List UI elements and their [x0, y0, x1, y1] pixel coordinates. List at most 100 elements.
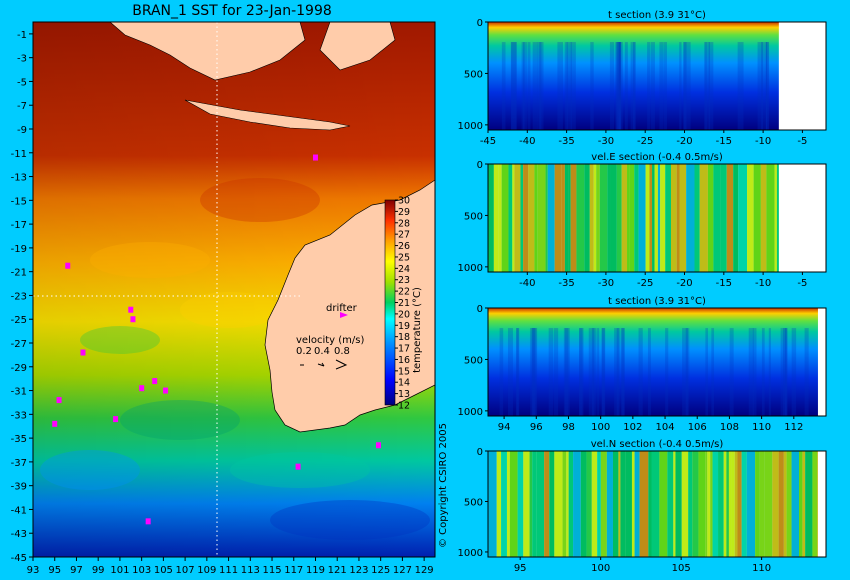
- section-velocity-band: [523, 164, 529, 272]
- section-velocity-band: [705, 451, 708, 557]
- sst-map: [33, 22, 435, 557]
- section-x-tick-label: 112: [784, 422, 803, 433]
- section-streak: [616, 328, 619, 416]
- map-y-tick-label: -41: [11, 505, 27, 516]
- section-streak: [783, 328, 788, 416]
- map-x-tick-label: 111: [219, 565, 238, 576]
- section-velocity-band: [675, 451, 682, 557]
- section-y-tick-label: 500: [464, 69, 483, 80]
- section-streak: [601, 328, 605, 416]
- colorbar-tick-label: 20: [398, 309, 410, 320]
- section-velocity-band: [741, 451, 747, 557]
- section-velocity-band: [731, 451, 735, 557]
- section-field: [488, 22, 779, 130]
- section-velocity-band: [783, 451, 787, 557]
- section-x-tick-label: -40: [519, 278, 535, 289]
- section-streak: [638, 328, 643, 416]
- section-streak: [499, 328, 504, 416]
- velocity-scale-0: 0.2: [296, 346, 312, 357]
- section-velocity-band: [692, 451, 699, 557]
- section-velocity-band: [606, 451, 613, 557]
- colorbar-tick-label: 14: [398, 378, 410, 389]
- section-velocity-band: [746, 451, 756, 557]
- section-velocity-band: [802, 451, 806, 557]
- section-velocity-band: [634, 164, 639, 272]
- section-streak: [601, 328, 606, 416]
- section-title: t section (3.9 31°C): [608, 296, 706, 307]
- section-streak: [780, 328, 787, 416]
- map-y-tick-label: -43: [11, 529, 27, 540]
- section-velocity-band: [679, 164, 687, 272]
- drifter-marker: [376, 442, 382, 449]
- section-velocity-band: [627, 164, 630, 272]
- section-velocity-band: [726, 164, 734, 272]
- section-velocity-band: [621, 164, 628, 272]
- section-velocity-band: [699, 164, 708, 272]
- section-velocity-band: [520, 164, 524, 272]
- section-velocity-band: [759, 451, 765, 557]
- section-panel-3: t section (3.9 31°C) 94 96 98 100 102 104 106 10…: [458, 296, 827, 433]
- drifter-marker: [139, 385, 145, 392]
- section-velocity-band: [625, 451, 632, 557]
- section-velocity-band: [596, 164, 600, 272]
- section-velocity-band: [665, 164, 671, 272]
- section-velocity-band: [488, 164, 494, 272]
- section-streak: [768, 328, 771, 416]
- map-x-tick-label: 123: [349, 565, 368, 576]
- section-streak: [752, 328, 757, 416]
- section-streak: [548, 328, 554, 416]
- section-velocity-band: [753, 164, 761, 272]
- colorbar-tick-label: 19: [398, 321, 410, 332]
- colorbar-tick-label: 24: [398, 264, 410, 275]
- section-y-tick-label: 0: [477, 18, 483, 29]
- section-frame: [487, 21, 827, 131]
- section-velocity-band: [776, 164, 779, 272]
- section-velocity-band: [738, 164, 748, 272]
- map-x-tick-label: 121: [328, 565, 347, 576]
- section-streak: [557, 42, 563, 130]
- map-title: BRAN_1 SST for 23-Jan-1998: [132, 3, 332, 19]
- section-velocity-band: [564, 164, 569, 272]
- section-velocity-band: [629, 164, 635, 272]
- section-streak: [761, 328, 765, 416]
- section-x-tick-label: -45: [480, 136, 496, 147]
- section-velocity-band: [786, 451, 792, 557]
- section-x-tick-label: 96: [530, 422, 543, 433]
- section-velocity-band: [634, 451, 640, 557]
- colorbar-tick-label: 21: [398, 298, 410, 309]
- section-frame: [487, 450, 827, 558]
- velocity-scale: 0.2 0.4 0.8: [296, 346, 350, 370]
- section-title: vel.E section (-0.4 0.5m/s): [591, 152, 723, 163]
- section-x-tick-label: 100: [591, 563, 610, 574]
- section-streak: [566, 42, 572, 130]
- section-velocity-band: [506, 451, 510, 557]
- section-streak: [705, 328, 709, 416]
- map-y-tick-label: -11: [11, 149, 27, 160]
- section-velocity-band: [554, 451, 563, 557]
- section-velocity-band: [631, 451, 635, 557]
- section-velocity-band: [501, 164, 509, 272]
- section-y-tick-label: 1000: [458, 121, 483, 132]
- section-streak: [632, 42, 636, 130]
- section-velocity-band: [667, 451, 674, 557]
- drifter-marker: [113, 416, 119, 423]
- section-velocity-band: [589, 164, 594, 272]
- colorbar-tick-label: 27: [398, 230, 410, 241]
- map-x-tick-label: 107: [176, 565, 195, 576]
- section-x-tick-label: -25: [637, 136, 653, 147]
- section-streak: [679, 42, 682, 130]
- section-velocity-band: [566, 451, 569, 557]
- section-velocity-band: [676, 164, 680, 272]
- section-velocity-band: [570, 164, 577, 272]
- section-velocity-band: [778, 451, 784, 557]
- section-x-tick-label: 98: [562, 422, 575, 433]
- map-x-tick-label: 105: [154, 565, 173, 576]
- map-x-tick-label: 99: [92, 565, 105, 576]
- section-velocity-band: [586, 451, 592, 557]
- map-y-tick-label: -19: [11, 244, 27, 255]
- map-y-tick-label: -31: [11, 387, 27, 398]
- drifter-marker: [295, 463, 301, 470]
- section-streak: [527, 42, 531, 130]
- section-velocity-band: [568, 164, 571, 272]
